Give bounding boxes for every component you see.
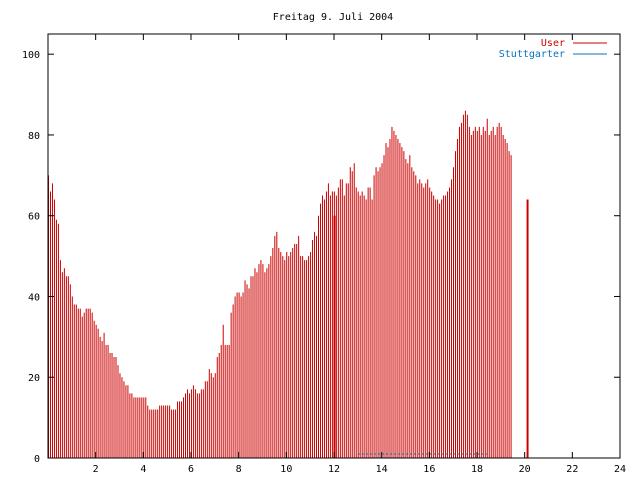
x-tick-label: 8 [236, 464, 242, 475]
y-tick-label: 20 [28, 373, 40, 384]
y-tick-label: 0 [34, 454, 40, 465]
x-tick-label: 16 [423, 464, 435, 475]
x-tick-label: 22 [566, 464, 578, 475]
x-tick-label: 20 [519, 464, 531, 475]
legend-label: Stuttgarter [499, 49, 565, 60]
x-tick-label: 12 [328, 464, 340, 475]
x-axis: 2 4 6 8 10 12 14 16 18 20 22 24 [93, 34, 626, 475]
chart-title: Freitag 9. Juli 2004 [273, 12, 393, 23]
legend-label: User [541, 38, 565, 49]
x-tick-label: 6 [188, 464, 194, 475]
y-axis: 0 20 40 60 80 100 [22, 50, 620, 465]
x-tick-label: 18 [471, 464, 483, 475]
y-tick-label: 100 [22, 50, 40, 61]
y-tick-label: 60 [28, 212, 40, 223]
x-tick-label: 4 [140, 464, 146, 475]
x-tick-label: 14 [376, 464, 388, 475]
y-tick-label: 40 [28, 292, 40, 303]
x-tick-label: 2 [93, 464, 99, 475]
y-tick-label: 80 [28, 131, 40, 142]
bars-layer [48, 110, 529, 458]
x-tick-label: 24 [614, 464, 626, 475]
x-tick-label: 10 [280, 464, 292, 475]
